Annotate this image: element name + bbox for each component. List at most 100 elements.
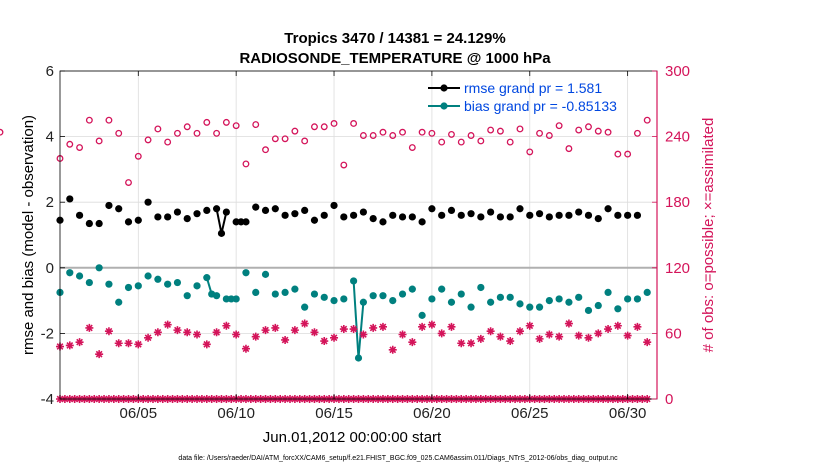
assimilated-point — [75, 338, 84, 347]
possible-point — [262, 146, 269, 154]
y-tick-label: -2 — [41, 325, 54, 342]
assimilated-point — [643, 338, 652, 347]
rmse-point — [487, 208, 495, 216]
rmse-point — [526, 211, 534, 219]
assimilated-point — [408, 338, 417, 347]
bias-point — [154, 275, 162, 283]
bias-point — [535, 303, 544, 311]
bias-point — [66, 269, 74, 277]
rmse-segment — [220, 211, 228, 234]
possible-point — [359, 132, 367, 139]
possible-point — [330, 120, 338, 127]
bias-point — [614, 305, 622, 313]
assimilated-point — [574, 331, 583, 340]
assimilated-point — [104, 327, 113, 336]
possible-point — [467, 132, 475, 139]
bias-point — [624, 295, 632, 303]
rmse-point — [369, 215, 377, 223]
y2-tick-label: 120 — [665, 260, 690, 277]
bias-point — [350, 277, 358, 285]
assimilated-point — [604, 325, 613, 334]
bias-point — [487, 298, 495, 306]
possible-point — [164, 138, 172, 146]
legend-rmse-marker — [440, 84, 448, 92]
possible-point — [154, 125, 162, 133]
rmse-point — [252, 203, 260, 211]
assimilated-point — [300, 319, 309, 328]
possible-point — [555, 122, 563, 130]
bias-point — [408, 285, 416, 293]
possible-point — [271, 135, 279, 143]
x-tick-label: 06/05 — [120, 405, 158, 422]
rmse-point — [457, 211, 465, 219]
rmse-point — [281, 211, 289, 219]
possible-point — [144, 136, 152, 144]
x-tick-label: 06/15 — [315, 405, 353, 422]
possible-point — [496, 127, 504, 135]
rmse-point — [594, 215, 602, 223]
rmse-point — [408, 213, 416, 221]
rmse-point — [301, 206, 309, 214]
rmse-point — [398, 213, 407, 221]
assimilated-point — [241, 344, 250, 353]
rmse-point — [555, 211, 563, 219]
rmse-points — [56, 195, 642, 237]
assimilated-point — [506, 337, 515, 346]
possible-point — [115, 129, 123, 137]
bias-point — [291, 285, 299, 293]
possible-point — [173, 129, 181, 137]
possible-point — [633, 129, 641, 137]
bias-point — [301, 303, 309, 311]
legend-rmse-label: rmse grand pr = 1.581 — [464, 80, 602, 96]
bias-point — [584, 306, 593, 315]
rmse-point — [496, 213, 505, 221]
rmse-point — [565, 211, 573, 219]
possible-point — [252, 121, 260, 129]
rmse-point — [124, 218, 133, 226]
series-layer — [0, 116, 652, 403]
possible-point — [340, 161, 348, 169]
possible-point — [506, 138, 514, 146]
bias-point — [115, 298, 123, 306]
possible-point — [95, 137, 103, 145]
rmse-point — [379, 218, 387, 226]
assimilated-point — [369, 323, 378, 332]
assimilated-point — [163, 320, 172, 329]
rmse-point — [75, 211, 84, 219]
rmse-point — [105, 201, 113, 210]
bias-point — [398, 290, 407, 298]
assimilated-points — [56, 319, 652, 359]
assimilated-point — [281, 335, 290, 344]
assimilated-point — [545, 330, 554, 339]
chart-subtitle: RADIOSONDE_TEMPERATURE @ 1000 hPa — [239, 50, 551, 67]
possible-point — [301, 137, 309, 145]
possible-point — [291, 127, 299, 135]
possible-point — [614, 150, 622, 158]
bias-point — [212, 292, 221, 300]
assimilated-point — [594, 329, 603, 338]
possible-point — [643, 116, 651, 124]
assimilated-point — [349, 325, 358, 334]
rmse-point — [261, 206, 270, 214]
bias-point — [447, 298, 456, 306]
bias-segment — [352, 280, 360, 359]
possible-point — [565, 145, 573, 153]
y-tick-label: 0 — [46, 260, 54, 277]
possible-point — [183, 123, 191, 131]
bias-point — [105, 280, 113, 288]
x-tick-label: 06/10 — [217, 405, 255, 422]
legend-bias-label: bias grand pr = -0.85133 — [464, 98, 617, 114]
possible-point — [624, 150, 632, 158]
y2-tick-label: 0 — [665, 391, 673, 408]
bias-point — [369, 292, 377, 300]
assimilated-point — [457, 339, 466, 348]
rmse-point — [633, 211, 642, 219]
y2-tick-label: 60 — [665, 325, 682, 342]
possible-point — [232, 122, 240, 130]
x-tick-label: 06/25 — [511, 405, 549, 422]
bias-point — [164, 280, 172, 288]
possible-point — [477, 137, 485, 145]
assimilated-point — [95, 350, 104, 359]
assimilated-point — [378, 322, 387, 331]
